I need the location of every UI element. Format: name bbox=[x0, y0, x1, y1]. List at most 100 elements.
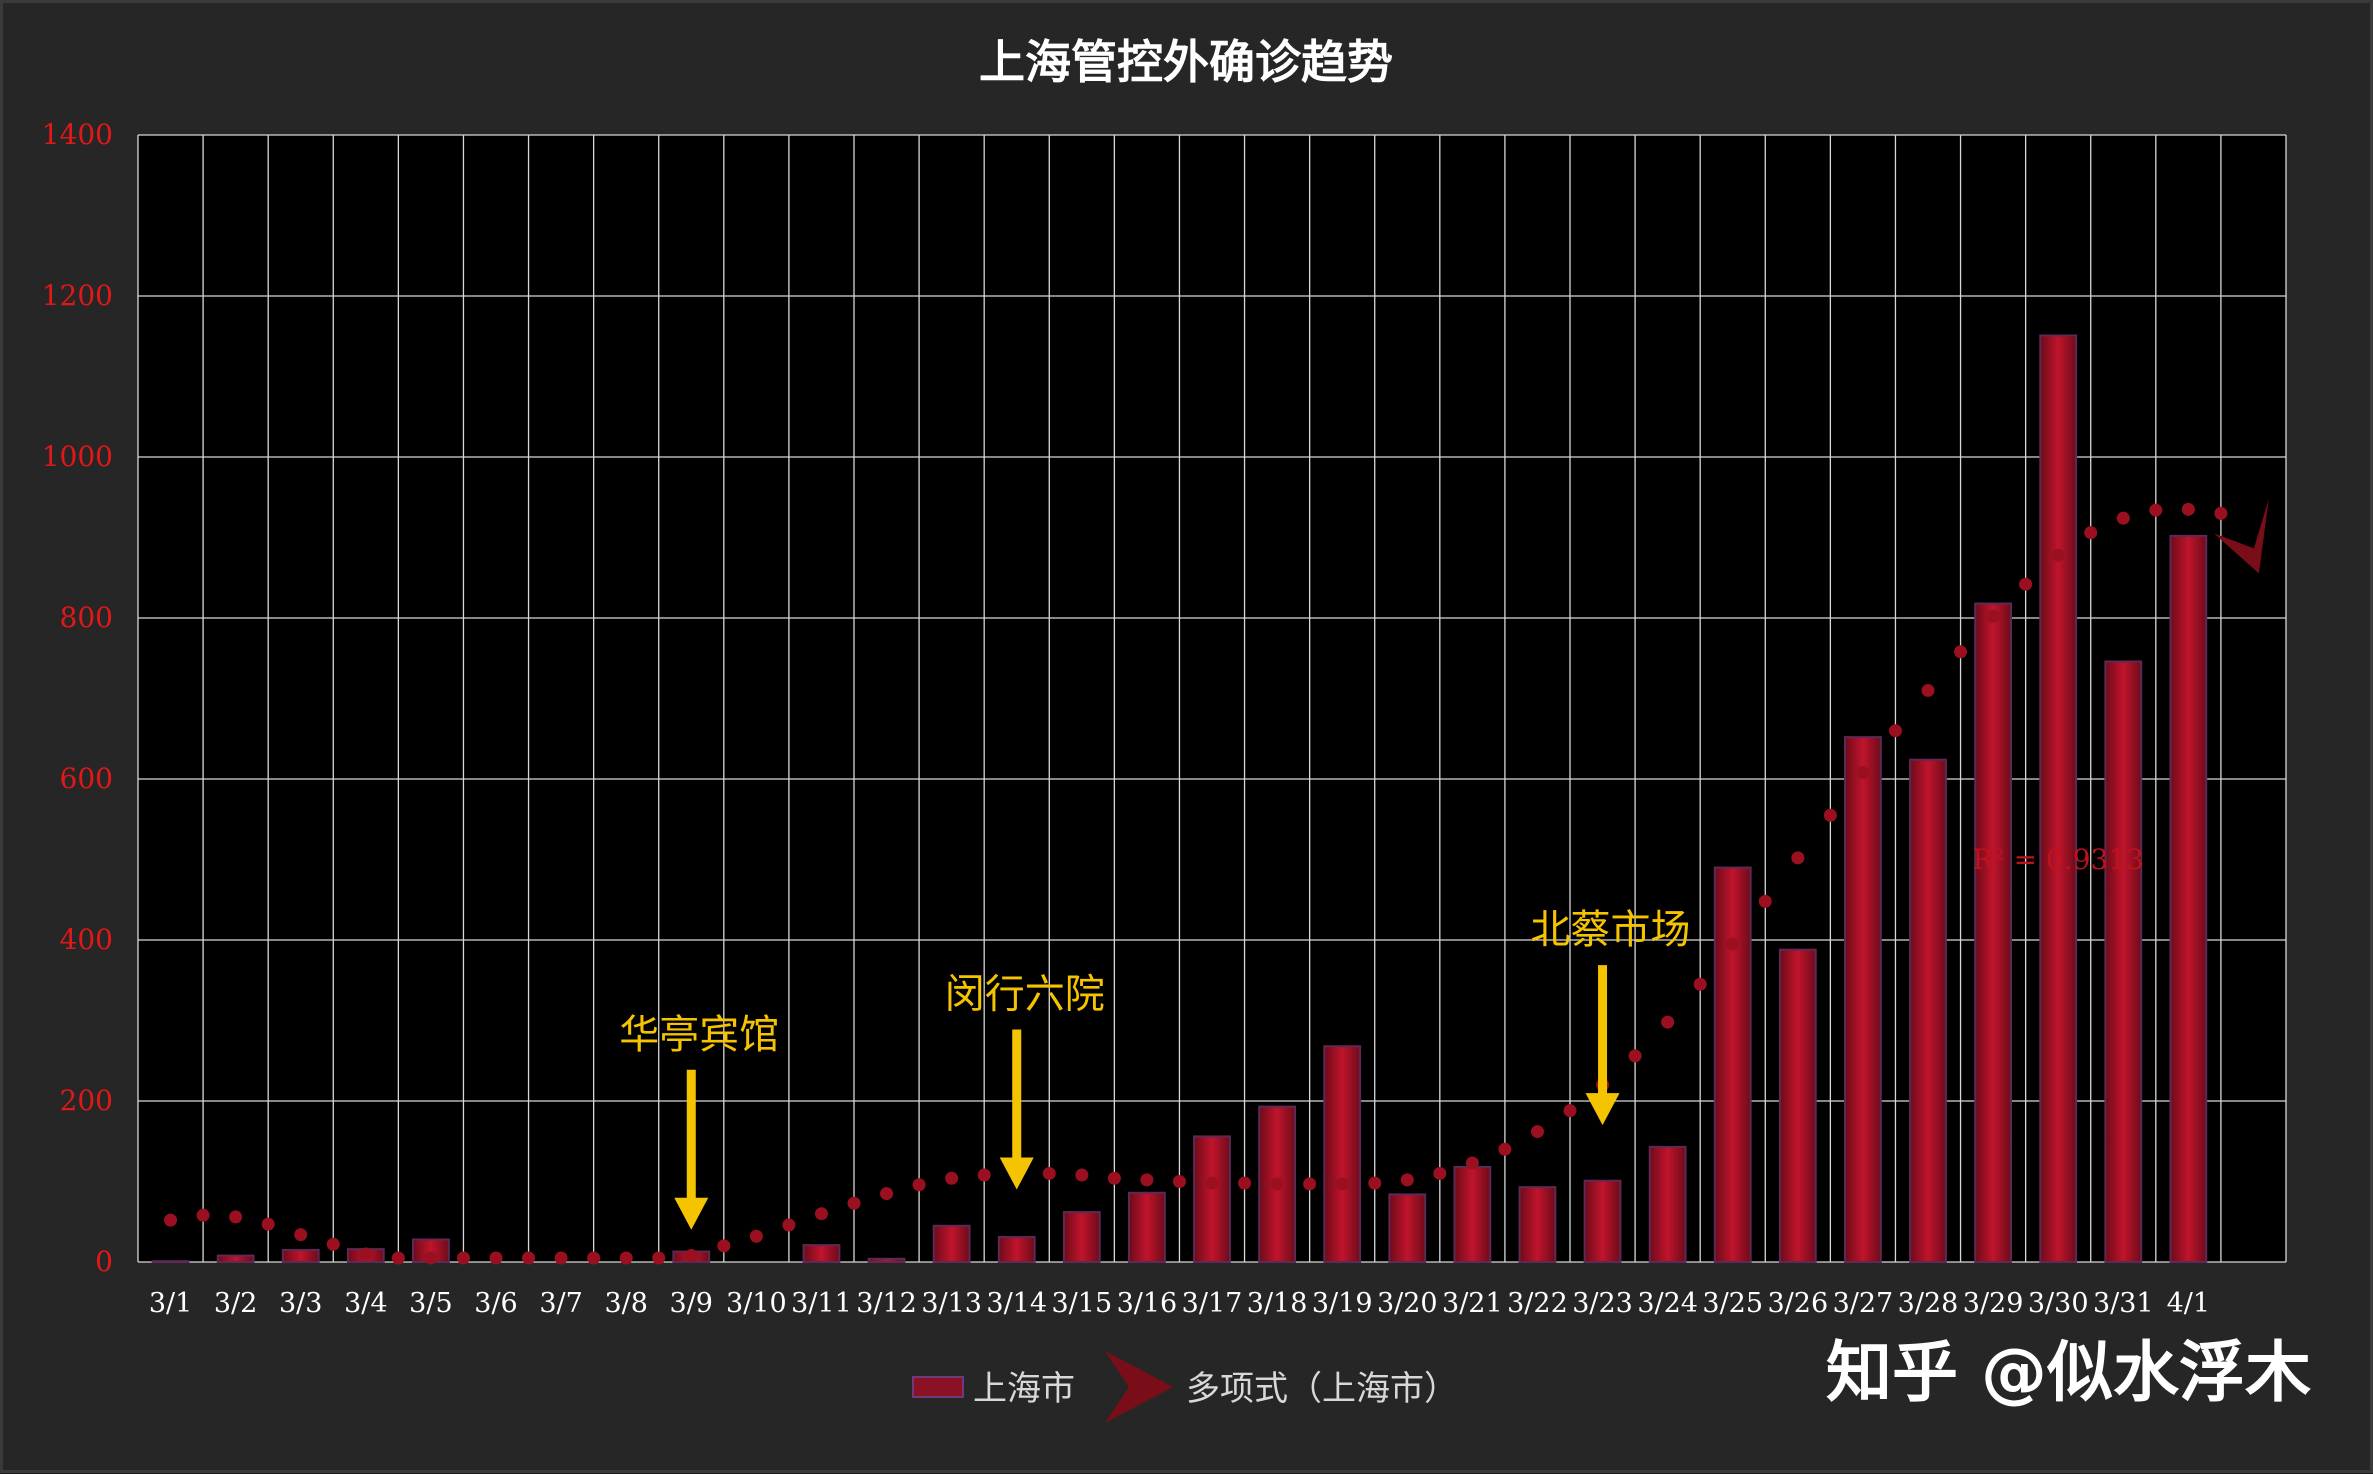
x-tick-label: 3/21 bbox=[1442, 1288, 1503, 1319]
legend-label-bars: 上海市 bbox=[973, 1369, 1075, 1409]
trend-point bbox=[554, 1251, 568, 1265]
trend-point bbox=[1954, 645, 1968, 659]
bar bbox=[2169, 534, 2208, 1263]
legend: 上海市 多项式（上海市） bbox=[912, 1351, 1458, 1423]
annotation: 闵行六院 bbox=[945, 972, 1105, 1190]
trend-point bbox=[424, 1251, 438, 1265]
bar bbox=[1453, 1166, 1492, 1264]
trend-point bbox=[1563, 1104, 1577, 1118]
bar bbox=[932, 1224, 971, 1264]
bar bbox=[151, 1260, 190, 1263]
annotation-arrow-head bbox=[1585, 1093, 1620, 1126]
bar bbox=[281, 1248, 320, 1264]
y-tick-label: 400 bbox=[60, 923, 113, 956]
y-tick-label: 1400 bbox=[42, 118, 113, 151]
plot-area: 0 200 400 600 800 1000 1200 1400 3/1 3/2 3/3 3/4 3/5… bbox=[42, 118, 2287, 1319]
x-tick-label: 3/8 bbox=[604, 1288, 647, 1319]
trend-point bbox=[1400, 1173, 1414, 1187]
x-tick-label: 3/9 bbox=[670, 1288, 713, 1319]
trend-point bbox=[294, 1228, 308, 1242]
x-tick-label: 3/15 bbox=[1051, 1288, 1112, 1319]
trend-point bbox=[391, 1251, 405, 1265]
trend-point bbox=[2181, 502, 2195, 516]
y-tick-label: 0 bbox=[95, 1245, 113, 1278]
trend-point bbox=[684, 1249, 698, 1263]
x-tick-label: 3/4 bbox=[344, 1288, 387, 1319]
bar bbox=[1844, 736, 1882, 1263]
trend-point bbox=[326, 1237, 340, 1251]
trend-point bbox=[2084, 526, 2098, 540]
trend-point bbox=[1075, 1168, 1089, 1182]
x-tick-label: 3/17 bbox=[1182, 1288, 1243, 1319]
x-tick-label: 3/7 bbox=[539, 1288, 582, 1319]
annotation-label: 闵行六院 bbox=[945, 972, 1105, 1018]
x-tick-label: 3/22 bbox=[1507, 1288, 1568, 1319]
trend-point bbox=[1823, 808, 1837, 822]
trend-point bbox=[1921, 683, 1935, 697]
trend-point bbox=[847, 1196, 861, 1210]
x-tick-label: 3/16 bbox=[1117, 1288, 1178, 1319]
trend-point bbox=[359, 1247, 373, 1261]
trend-point bbox=[1205, 1176, 1219, 1190]
bar bbox=[1062, 1211, 1101, 1263]
y-tick-label: 600 bbox=[60, 762, 113, 795]
legend-swatch-trend bbox=[1105, 1351, 1173, 1423]
trend-point bbox=[1042, 1166, 1056, 1180]
bar bbox=[1713, 866, 1752, 1263]
r-squared-label: R² = 0.9313 bbox=[1972, 843, 2144, 876]
bar bbox=[1648, 1145, 1687, 1264]
bar bbox=[1193, 1135, 1231, 1264]
bar bbox=[2039, 334, 2078, 1263]
x-tick-label: 3/23 bbox=[1572, 1288, 1633, 1319]
trend-point bbox=[2051, 548, 2065, 562]
trend-point bbox=[456, 1251, 470, 1265]
x-tick-label: 3/14 bbox=[986, 1288, 1047, 1319]
x-tick-label: 3/24 bbox=[1637, 1288, 1698, 1319]
x-tick-label: 4/1 bbox=[2167, 1288, 2210, 1319]
trend-point bbox=[1726, 937, 1740, 951]
x-tick-label: 3/6 bbox=[474, 1288, 517, 1319]
trend-point bbox=[1303, 1177, 1317, 1191]
y-tick-label: 1200 bbox=[42, 279, 113, 312]
trend-point bbox=[1888, 724, 1902, 738]
trend-point bbox=[1335, 1177, 1349, 1191]
x-tick-label: 3/20 bbox=[1377, 1288, 1438, 1319]
trend-point bbox=[1433, 1166, 1447, 1180]
bar bbox=[1323, 1045, 1362, 1264]
x-tick-label: 3/11 bbox=[791, 1288, 852, 1319]
trend-point bbox=[749, 1229, 763, 1243]
x-tick-label: 3/12 bbox=[856, 1288, 917, 1319]
trend-point bbox=[1498, 1142, 1512, 1156]
trend-point bbox=[782, 1218, 796, 1232]
trend-point bbox=[1661, 1015, 1675, 1029]
trend-point bbox=[2214, 506, 2228, 520]
annotation-label: 华亭宾馆 bbox=[619, 1012, 779, 1058]
trend-point bbox=[1856, 766, 1870, 780]
trend-point bbox=[1172, 1175, 1186, 1188]
x-tick-label: 3/2 bbox=[214, 1288, 257, 1319]
x-tick-label: 3/25 bbox=[1702, 1288, 1763, 1319]
trend-point bbox=[1465, 1156, 1479, 1170]
trend-point bbox=[164, 1213, 178, 1227]
trend-point bbox=[1140, 1173, 1154, 1187]
annotation: 华亭宾馆 bbox=[619, 1012, 779, 1230]
y-tick-label: 800 bbox=[60, 601, 113, 634]
bar bbox=[997, 1236, 1036, 1264]
trend-point bbox=[1758, 894, 1772, 908]
x-tick-label: 3/19 bbox=[1312, 1288, 1373, 1319]
bar bbox=[1974, 602, 2012, 1263]
x-tick-label: 3/3 bbox=[279, 1288, 322, 1319]
trend-point bbox=[1791, 851, 1805, 865]
trend-point bbox=[2019, 577, 2033, 591]
trend-point bbox=[1530, 1125, 1544, 1139]
trend-point bbox=[619, 1251, 633, 1265]
x-tick-label: 3/1 bbox=[149, 1288, 192, 1319]
trend-point bbox=[912, 1178, 926, 1192]
bar bbox=[1518, 1186, 1557, 1264]
x-tick-label: 3/31 bbox=[2093, 1288, 2154, 1319]
trend-point bbox=[2149, 503, 2163, 517]
trend-point bbox=[1628, 1049, 1642, 1063]
x-tick-label: 3/28 bbox=[1898, 1288, 1959, 1319]
watermark: 知乎 @似水浮木 bbox=[1826, 1334, 2311, 1411]
